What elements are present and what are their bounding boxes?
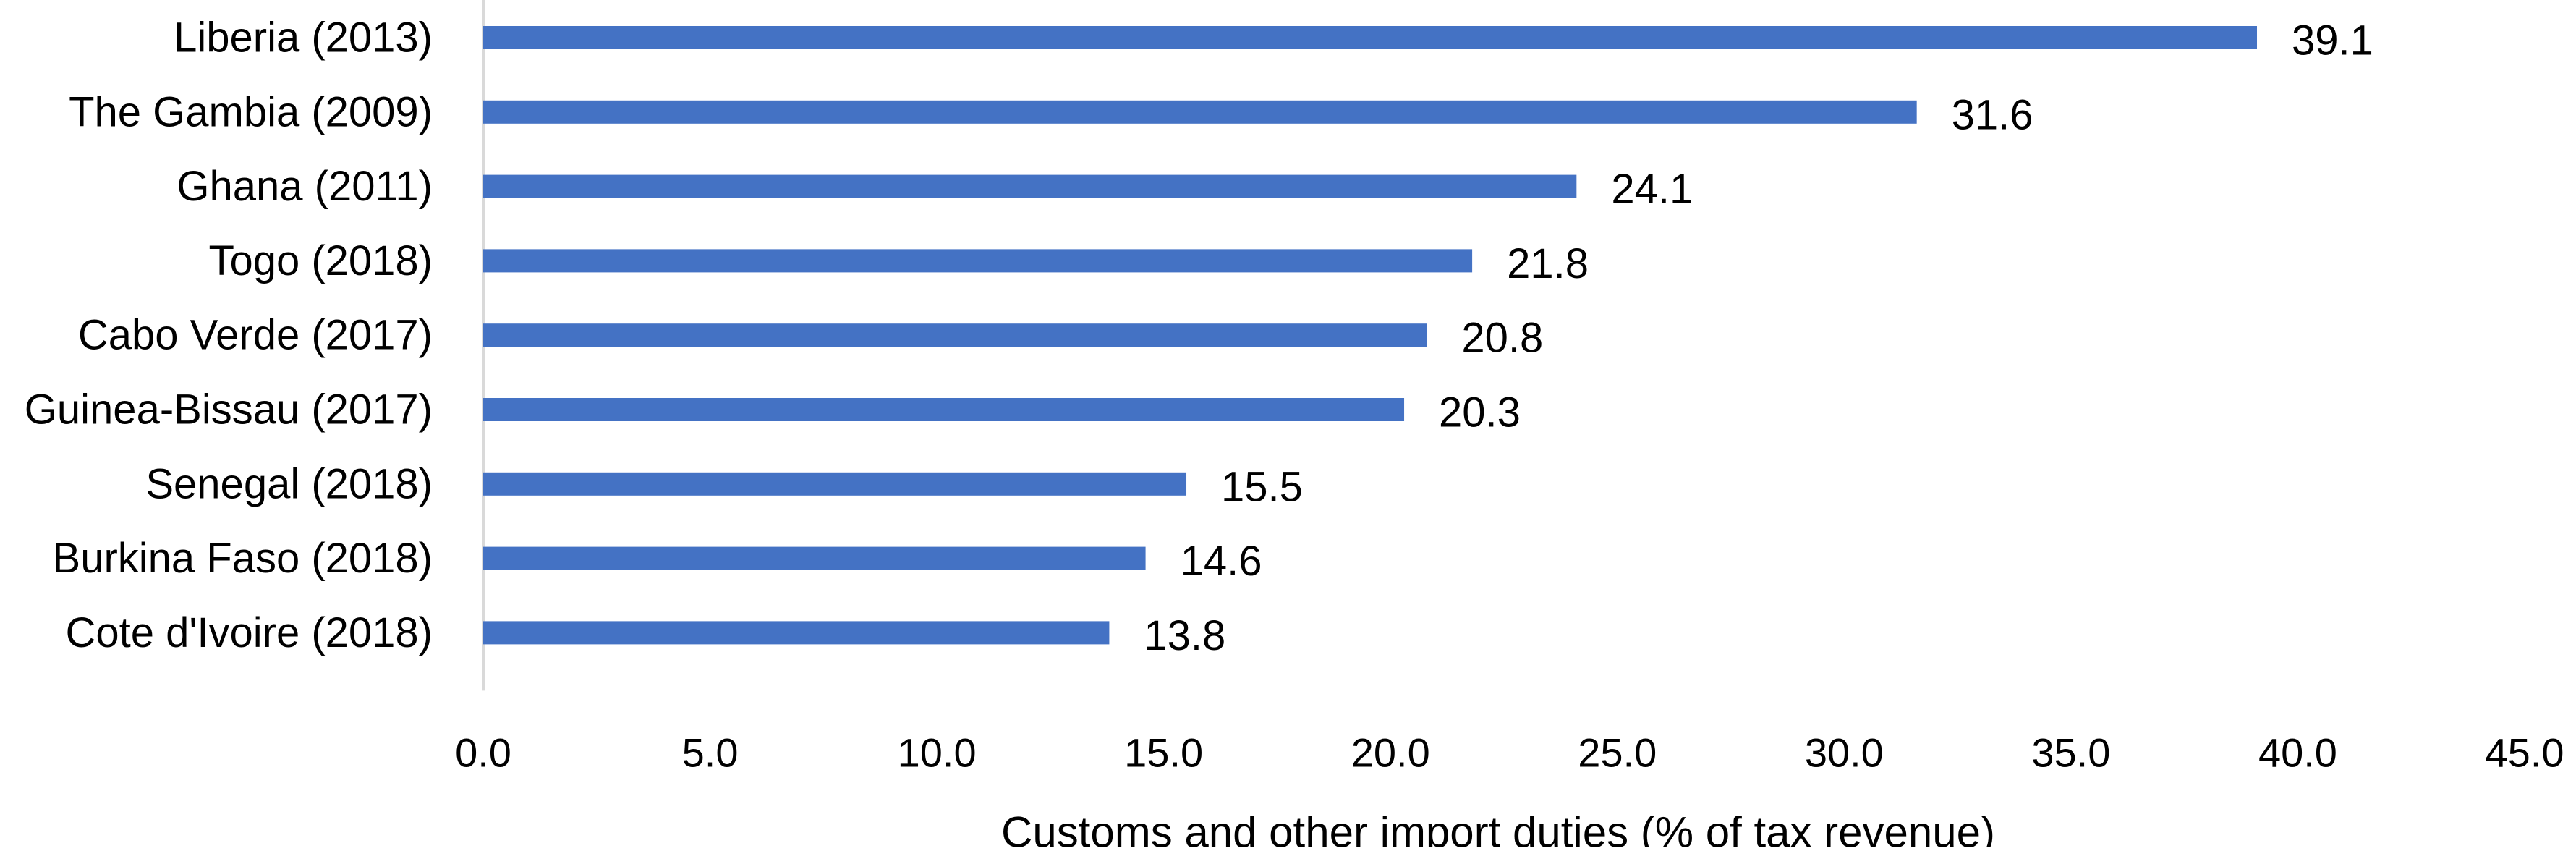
x-tick-label: 25.0: [1578, 730, 1657, 776]
bar: [483, 621, 1110, 645]
category-label: The Gambia (2009): [69, 88, 433, 135]
bar: [483, 546, 1146, 570]
bar: [483, 174, 1577, 198]
bars-layer: [483, 26, 2258, 645]
value-label: 14.6: [1181, 538, 1262, 585]
category-label: Senegal (2018): [145, 460, 433, 507]
bar: [483, 323, 1427, 347]
x-tick-label: 0.0: [455, 730, 511, 776]
value-label: 39.1: [2292, 17, 2373, 64]
category-label: Burkina Faso (2018): [53, 535, 433, 582]
category-label: Togo (2018): [208, 237, 433, 284]
bar: [483, 249, 1473, 273]
value-label: 21.8: [1507, 240, 1589, 287]
x-axis-title: Customs and other import duties (% of ta…: [1001, 808, 1995, 848]
x-tick-label: 45.0: [2486, 730, 2564, 776]
bar: [483, 398, 1405, 421]
x-tick-label: 35.0: [2031, 730, 2110, 776]
value-label: 20.3: [1439, 389, 1521, 436]
x-tick-label: 20.0: [1351, 730, 1430, 776]
bar: [483, 100, 1917, 124]
x-tick-label: 5.0: [682, 730, 739, 776]
value-label: 31.6: [1952, 91, 2033, 138]
bar: [483, 472, 1187, 496]
value-label: 13.8: [1144, 612, 1225, 659]
value-label: 20.8: [1461, 315, 1543, 362]
category-label: Guinea-Bissau (2017): [25, 386, 433, 433]
x-tick-label: 40.0: [2258, 730, 2337, 776]
category-label: Liberia (2013): [174, 14, 433, 62]
category-labels: Liberia (2013) The Gambia (2009) Ghana (20…: [25, 14, 433, 656]
x-tick-label: 15.0: [1124, 730, 1203, 776]
x-tick-label: 30.0: [1805, 730, 1884, 776]
category-label: Cote d'Ivoire (2018): [65, 609, 433, 656]
category-label: Cabo Verde (2017): [78, 312, 433, 359]
value-label: 24.1: [1611, 166, 1693, 213]
value-label: 15.5: [1221, 463, 1303, 510]
x-axis-ticks: 0.0 5.0 10.0 15.0 20.0 25.0 30.0 35.0 40.0 45.0: [455, 730, 2564, 776]
value-labels: 39.1 31.6 24.1 21.8 20.8 20.3 15.5 14.6 13.8: [1144, 17, 2373, 659]
x-tick-label: 10.0: [898, 730, 977, 776]
category-label: Ghana (2011): [177, 163, 433, 210]
bar: [483, 26, 2258, 49]
